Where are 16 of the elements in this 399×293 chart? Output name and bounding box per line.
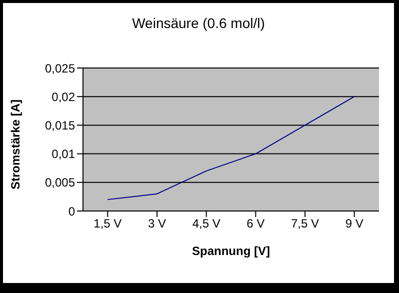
- x-tick-label: 7,5 V: [290, 216, 320, 231]
- y-tick-label: 0,02: [52, 90, 76, 104]
- x-tick-label: 6 V: [246, 216, 265, 231]
- x-tick-label: 3 V: [148, 216, 166, 231]
- y-tick-label: 0: [68, 204, 76, 218]
- y-tick-label: 0,005: [44, 176, 76, 190]
- x-tick-label: 9 V: [345, 216, 364, 231]
- y-tick-label: 0,01: [52, 147, 76, 162]
- x-tick-label: 4,5 V: [192, 216, 220, 231]
- line-series: [107, 96, 355, 200]
- y-tick-label: 0,015: [44, 118, 76, 132]
- x-tick-label: 1,5 V: [94, 216, 122, 231]
- y-axis-title: Stromstärke [A]: [8, 99, 22, 190]
- y-tick-label: 0,025: [44, 61, 76, 76]
- chart-title: Weinsäure (0.6 mol/l): [131, 15, 266, 31]
- x-axis-title: Spannung [V]: [192, 244, 270, 258]
